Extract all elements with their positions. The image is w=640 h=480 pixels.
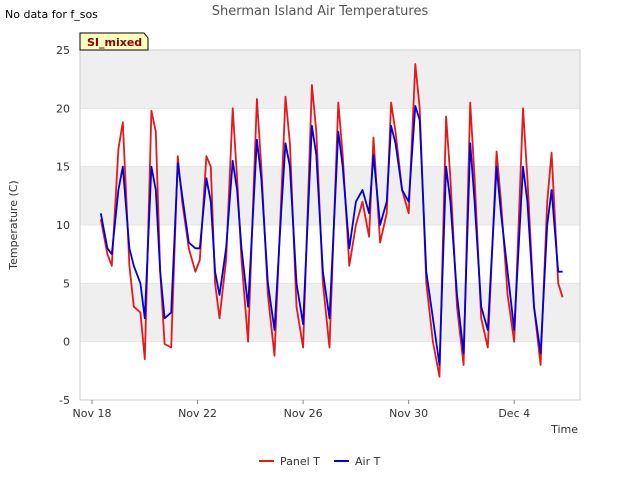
x-tick-label: Nov 22 [178, 407, 217, 420]
series-lines [99, 63, 564, 378]
x-tick-label: Nov 30 [389, 407, 428, 420]
legend-label-panel-t: Panel T [280, 455, 320, 468]
y-axis-label: Temperature (C) [7, 180, 20, 270]
y-axis-ticks: -5 0 5 10 15 20 25 [56, 44, 70, 407]
y-tick-label: 10 [56, 219, 70, 232]
legend-item-air-t: Air T [334, 455, 381, 468]
site-badge-box [79, 32, 149, 51]
chart-title: Sherman Island Air Temperatures [212, 4, 429, 19]
plot-frame [79, 49, 581, 401]
site-badge: SI_mixed [79, 32, 149, 51]
background-band [80, 166, 580, 225]
y-tick-label: 15 [56, 161, 70, 174]
series-line-air-t [99, 105, 563, 366]
y-tick-label: 0 [63, 336, 70, 349]
x-axis-label: Time [550, 423, 578, 436]
legend: Panel T Air T [259, 455, 381, 468]
no-data-note: No data for f_sos [5, 8, 98, 21]
legend-label-air-t: Air T [355, 455, 381, 468]
y-tick-label: 25 [56, 44, 70, 57]
y-tick-label: 20 [56, 102, 70, 115]
x-tick-label: Dec 4 [498, 407, 530, 420]
series-line-panel-t [99, 63, 564, 378]
x-axis-ticks: Nov 18 Nov 22 Nov 26 Nov 30 Dec 4 [73, 400, 530, 420]
y-tick-label: 5 [63, 277, 70, 290]
background-band [80, 50, 580, 109]
site-badge-label: SI_mixed [87, 36, 142, 49]
x-tick-label: Nov 18 [73, 407, 112, 420]
y-tick-label: -5 [59, 394, 70, 407]
legend-item-panel-t: Panel T [259, 455, 320, 468]
x-tick-label: Nov 26 [284, 407, 323, 420]
